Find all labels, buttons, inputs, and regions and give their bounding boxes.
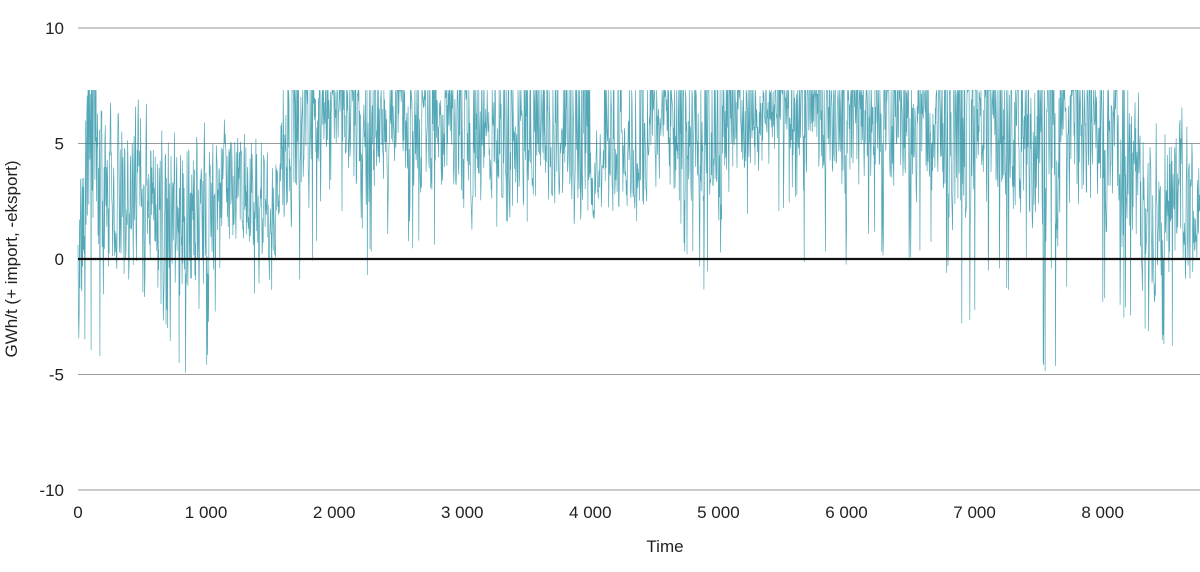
x-axis-title: Time	[646, 537, 683, 556]
y-tick-label: 0	[55, 250, 64, 269]
x-tick-label: 1 000	[185, 503, 228, 522]
x-tick-label: 8 000	[1081, 503, 1124, 522]
grid-lines	[78, 27, 1200, 491]
x-tick-label: 0	[73, 503, 82, 522]
series-trace	[77, 90, 1200, 373]
y-tick-label: -10	[39, 481, 64, 500]
x-tick-label: 7 000	[953, 503, 996, 522]
y-axis-ticks: 10 5 0 -5 -10	[39, 19, 64, 500]
x-tick-label: 2 000	[313, 503, 356, 522]
x-axis-ticks: 0 1 000 2 000 3 000 4 000 5 000 6 000 7 000 8 00…	[73, 503, 1124, 522]
x-tick-label: 3 000	[441, 503, 484, 522]
y-tick-label: 5	[55, 135, 64, 154]
x-tick-label: 6 000	[825, 503, 868, 522]
x-tick-label: 4 000	[569, 503, 612, 522]
y-axis-title: GWh/t (+ import, -eksport)	[2, 161, 21, 358]
x-tick-label: 5 000	[697, 503, 740, 522]
series-line	[77, 90, 1200, 373]
y-tick-label: 10	[45, 19, 64, 38]
y-tick-label: -5	[49, 366, 64, 385]
